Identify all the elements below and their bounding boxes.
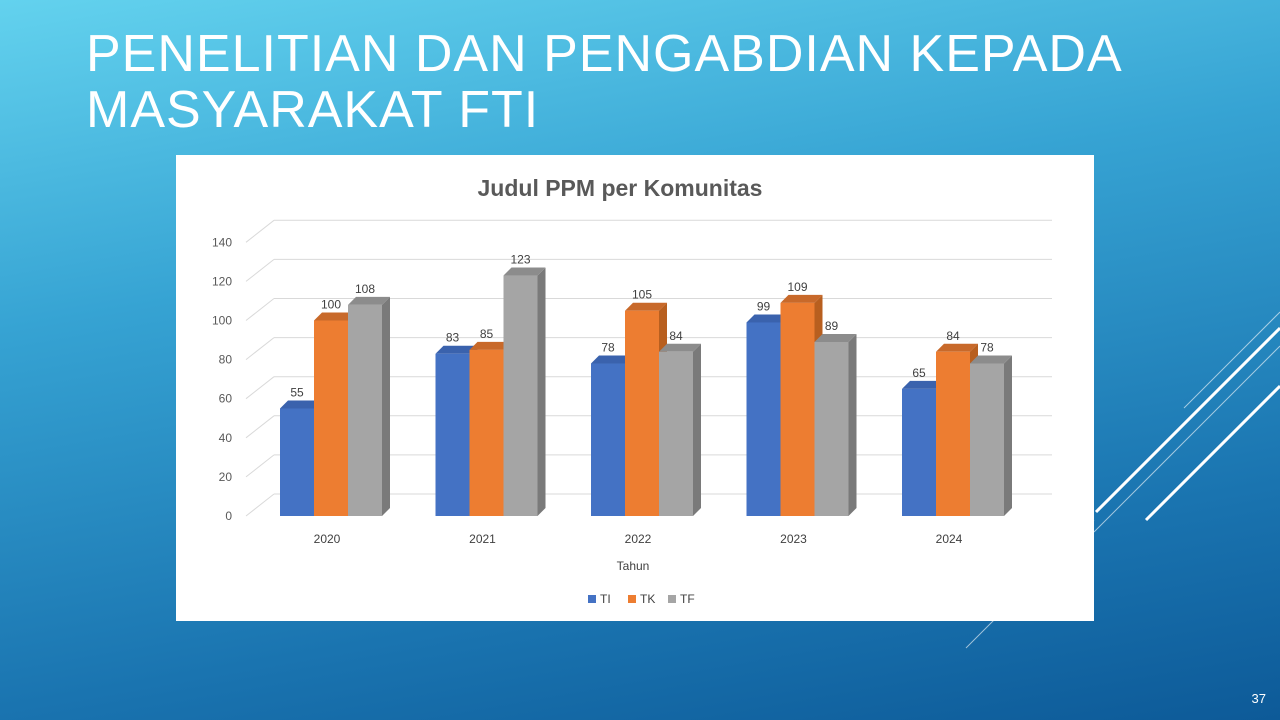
bar-side-face [1004,355,1012,516]
gridline-diagonal [245,415,275,439]
bar-front-face [591,363,625,516]
data-label: 83 [446,331,460,345]
gridline-diagonal [245,219,275,243]
bar-top-face [348,296,390,305]
bar-front-face [503,275,538,516]
chart-title: Judul PPM per Komunitas [478,175,763,201]
bar-front-face [936,351,970,516]
data-label: 89 [825,319,839,333]
bar-top-face [469,341,512,350]
legend-item-tf: TF [668,592,695,606]
page-number: 37 [1251,691,1266,706]
x-tick-label: 2020 [314,532,341,546]
bar-side-face [848,334,857,516]
x-axis-ticks: 2020 2021 2022 2023 2024 [314,532,963,546]
legend-swatch [588,595,596,603]
y-tick-label: 0 [225,509,232,523]
bar-front-face [814,342,849,516]
x-tick-label: 2021 [469,532,496,546]
gridline-diagonal [245,337,275,360]
bar-front-face [469,349,504,516]
data-label: 99 [757,299,771,313]
gridline-diagonal [245,454,275,478]
data-label: 55 [290,385,304,399]
data-label: 85 [480,327,494,341]
data-label: 109 [787,280,807,294]
bar-top-face [936,343,978,352]
bar-top-face [314,312,356,321]
bar-chart: Judul PPM per Komunitas 0 20 40 60 80 100 120 1… [212,175,1052,606]
gridline-diagonal [245,376,275,400]
data-label: 78 [601,341,615,355]
legend: TI TK TF [588,592,695,606]
bar-side-face [537,267,546,516]
x-axis-label: Tahun [617,559,650,573]
data-label: 123 [510,253,530,267]
bar-side-face [382,296,390,516]
bar-tf-2020 [348,296,390,516]
bar-top-face [591,355,633,364]
legend-item-tk: TK [628,592,655,606]
y-tick-label: 120 [212,274,232,288]
data-label: 78 [980,341,994,355]
data-label: 108 [355,282,375,296]
data-label: 84 [669,329,683,343]
x-tick-label: 2024 [936,532,963,546]
y-tick-label: 80 [219,353,233,367]
bar-front-face [970,363,1004,516]
slide-title-line-2: MASYARAKAT FTI [86,81,540,139]
legend-label: TI [600,592,611,606]
bars [280,267,1012,516]
y-tick-label: 40 [219,431,233,445]
legend-swatch [668,595,676,603]
y-tick-label: 60 [219,392,233,406]
bar-top-face [970,355,1012,364]
bar-front-face [625,310,659,516]
bar-front-face [780,302,815,516]
gridline-diagonal [245,493,275,517]
bar-top-face [659,343,701,352]
slide-title: PENELITIAN DAN PENGABDIAN KEPADA MASYARA… [86,26,1186,138]
bar-front-face [280,408,314,516]
bar-top-face [814,334,857,343]
data-label: 100 [321,298,341,312]
bar-top-face [435,345,478,354]
bar-top-face [902,380,944,389]
bar-top-face [625,302,667,311]
bar-top-face [503,267,546,276]
bar-front-face [348,304,382,516]
data-labels: 55 100 108 83 85 123 78 105 84 99 109 89 65 84 78 [290,253,994,400]
x-tick-label: 2022 [625,532,652,546]
slide-title-line-1: PENELITIAN DAN PENGABDIAN KEPADA [86,25,1123,83]
legend-label: TF [680,592,695,606]
bar-top-face [280,400,322,409]
bar-front-face [746,322,781,516]
data-label: 84 [946,329,960,343]
y-tick-label: 20 [219,470,233,484]
bar-tk-2021 [469,341,512,516]
bar-front-face [659,351,693,516]
bar-top-face [780,294,823,303]
bar-side-face [693,343,701,516]
bar-tf-2021 [503,267,546,516]
data-label: 65 [912,366,926,380]
y-tick-label: 140 [212,235,232,249]
bar-tf-2023 [814,334,857,516]
x-tick-label: 2023 [780,532,807,546]
legend-swatch [628,595,636,603]
gridline-diagonal [245,298,275,321]
bar-tf-2024 [970,355,1012,516]
chart-container: Judul PPM per Komunitas 0 20 40 60 80 100 120 1… [176,155,1094,621]
bar-front-face [902,388,936,516]
legend-item-ti: TI [588,592,611,606]
bar-top-face [746,314,789,323]
gridline-diagonal [245,259,275,282]
y-tick-label: 100 [212,314,232,328]
bar-tf-2022 [659,343,701,516]
y-axis-ticks: 0 20 40 60 80 100 120 140 [212,235,232,523]
bar-front-face [435,353,470,516]
bar-front-face [314,320,348,516]
data-label: 105 [632,288,652,302]
legend-label: TK [640,592,655,606]
